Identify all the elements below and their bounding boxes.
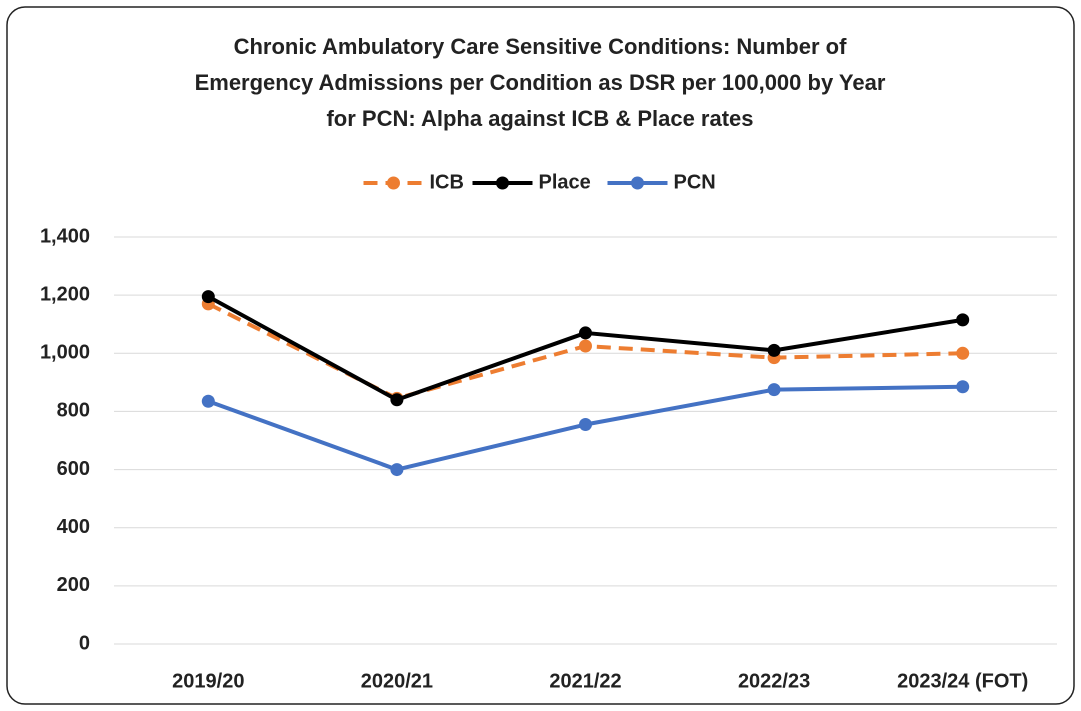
legend-label: ICB xyxy=(430,171,464,193)
x-tick-label: 2023/24 (FOT) xyxy=(897,670,1028,692)
legend-marker xyxy=(387,176,400,190)
point xyxy=(579,326,592,340)
x-tick-label: 2022/23 xyxy=(738,670,810,692)
legend-label: Place xyxy=(539,171,591,193)
y-tick-label: 1,200 xyxy=(40,283,90,305)
y-tick-label: 200 xyxy=(57,574,90,596)
x-tick-label: 2019/20 xyxy=(172,670,244,692)
y-tick-label: 1,000 xyxy=(40,342,90,364)
chart-title: Chronic Ambulatory Care Sensitive Condit… xyxy=(234,34,847,59)
x-tick-label: 2020/21 xyxy=(361,670,433,692)
point xyxy=(767,343,781,357)
y-tick-label: 800 xyxy=(57,400,90,422)
legend-marker xyxy=(631,176,644,190)
point xyxy=(579,339,592,353)
point xyxy=(767,383,781,397)
y-tick-label: 1,400 xyxy=(40,225,90,247)
chart-title: for PCN: Alpha against ICB & Place rates xyxy=(326,106,753,131)
point xyxy=(956,313,970,327)
chart-frame xyxy=(6,6,1075,705)
point xyxy=(201,394,215,408)
chart-title: Emergency Admissions per Condition as DS… xyxy=(195,70,886,95)
point xyxy=(956,380,970,394)
point xyxy=(579,418,592,432)
point xyxy=(956,346,970,360)
point xyxy=(390,463,404,477)
legend-marker xyxy=(496,176,509,190)
y-tick-label: 0 xyxy=(79,632,90,654)
point xyxy=(390,393,404,407)
x-tick-label: 2021/22 xyxy=(549,670,621,692)
y-tick-label: 400 xyxy=(57,516,90,538)
legend-label: PCN xyxy=(674,171,716,193)
point xyxy=(201,290,215,304)
y-tick-label: 600 xyxy=(57,458,90,480)
